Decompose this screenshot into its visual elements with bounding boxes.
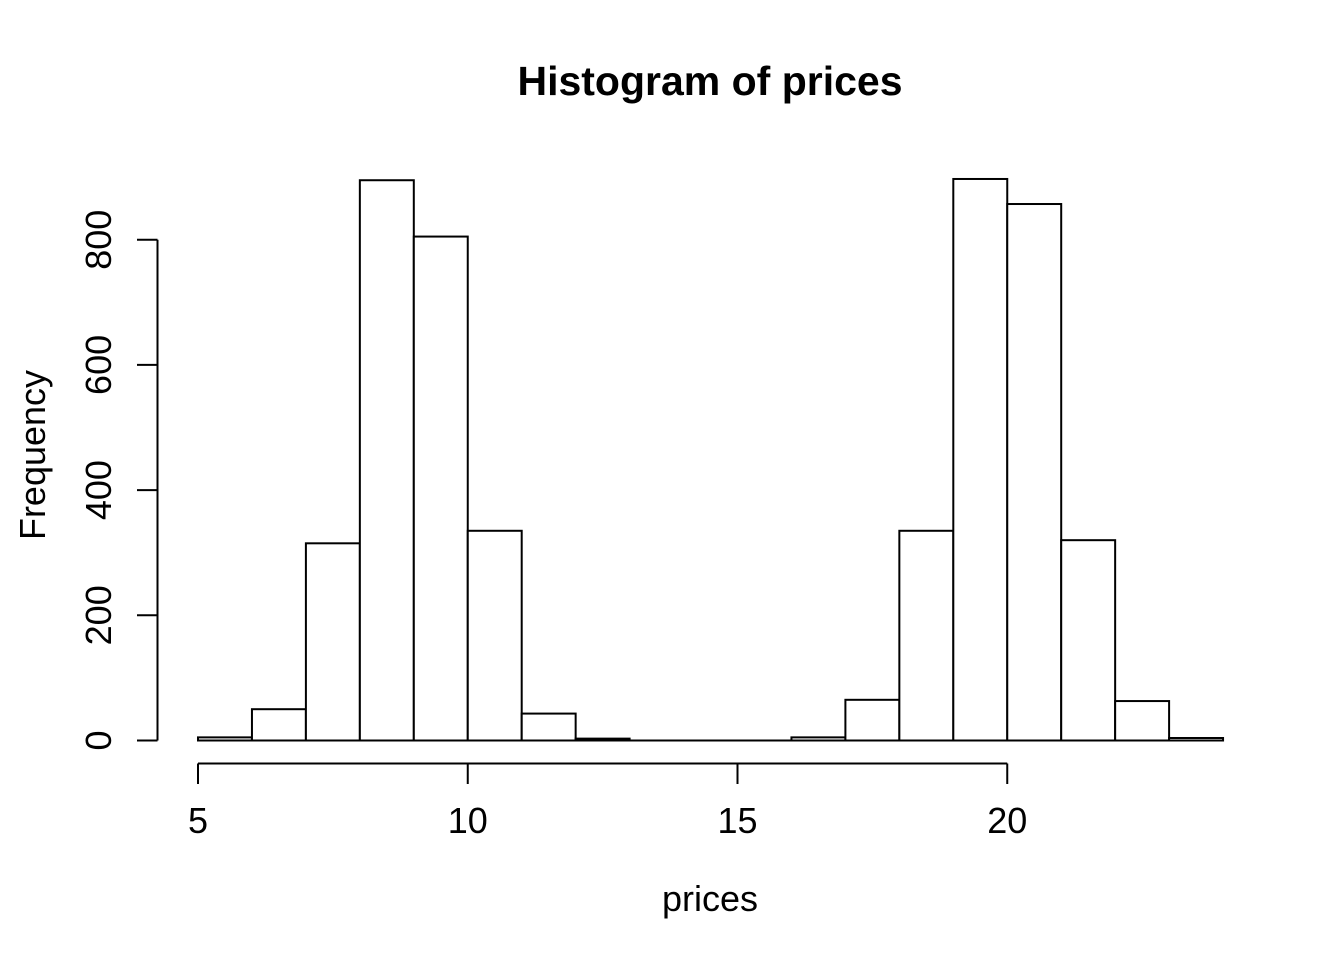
x-tick-label: 15 — [717, 800, 757, 841]
y-tick-label: 800 — [78, 210, 119, 270]
y-tick-label: 0 — [78, 730, 119, 750]
histogram-bar — [790, 736, 847, 742]
histogram-bar — [358, 179, 415, 742]
histogram-bar — [466, 529, 523, 742]
x-axis-title: prices — [662, 878, 758, 919]
histogram-bar — [1114, 700, 1171, 742]
bars-layer — [197, 177, 1225, 742]
histogram-bar — [952, 177, 1009, 742]
histogram-bar — [1006, 203, 1063, 742]
histogram-bar — [1060, 539, 1117, 742]
histogram-bar — [197, 736, 253, 742]
histogram-bar — [844, 698, 901, 742]
histogram-bar — [520, 712, 577, 742]
histogram-bar — [1168, 736, 1225, 742]
x-tick-label: 10 — [448, 800, 488, 841]
histogram-bar — [412, 235, 469, 742]
histogram-bar — [898, 529, 955, 742]
x-tick-label: 5 — [188, 800, 208, 841]
histogram-bar — [250, 708, 307, 742]
y-tick-label: 400 — [78, 460, 119, 520]
x-axis: 5 10 15 20 — [188, 762, 1027, 841]
y-tick-label: 200 — [78, 585, 119, 645]
histogram-bar — [304, 542, 361, 742]
x-tick-label: 20 — [987, 800, 1027, 841]
chart-title: Histogram of prices — [517, 58, 902, 104]
y-axis: 0 200 400 600 800 — [78, 210, 159, 751]
y-axis-title: Frequency — [12, 370, 53, 540]
y-tick-label: 600 — [78, 335, 119, 395]
histogram-bar — [574, 737, 631, 742]
